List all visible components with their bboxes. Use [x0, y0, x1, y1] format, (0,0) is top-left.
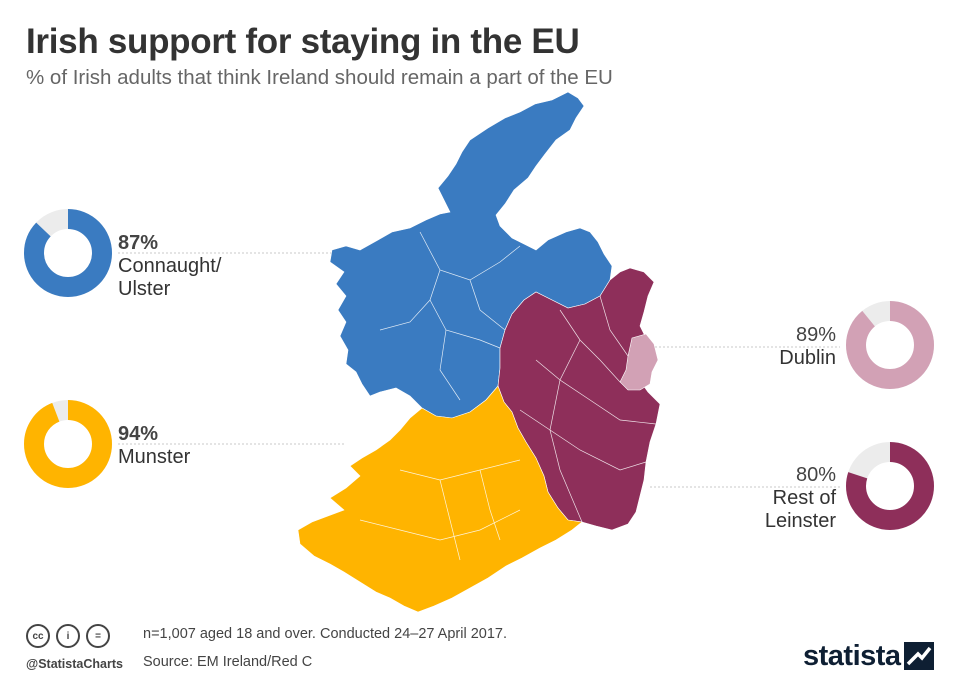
label-dublin: 89% Dublin — [779, 324, 836, 369]
value-connaught-ulster: 87% — [118, 232, 159, 254]
donut-connaught-ulster — [24, 209, 112, 297]
sample-note: n=1,007 aged 18 and over. Conducted 24–2… — [143, 626, 508, 642]
donut-rest-of-leinster — [846, 442, 934, 530]
statista-logo-icon — [904, 642, 934, 670]
chart-subtitle: % of Irish adults that think Ireland sho… — [26, 66, 613, 89]
leader-lines — [118, 252, 840, 488]
license-icons: cc i = — [26, 624, 110, 648]
donut-munster — [24, 400, 112, 488]
donut-arc-dublin — [846, 301, 934, 389]
cc-icon: cc — [26, 624, 50, 648]
chart-title: Irish support for staying in the EU — [26, 22, 580, 61]
county-borders — [359, 231, 657, 561]
label-connaught-ulster: 87% Connaught/ Ulster — [118, 232, 222, 300]
donut-dublin — [846, 301, 934, 389]
nd-icon: = — [86, 624, 110, 648]
by-icon: i — [56, 624, 80, 648]
region-dublin — [619, 333, 659, 391]
donut-arc-rest-of-leinster — [846, 442, 934, 530]
twitter-handle: @StatistaCharts — [26, 657, 123, 671]
donut-arc-munster — [24, 400, 112, 488]
value-munster: 94% — [118, 423, 159, 445]
label-rest-of-leinster: 80% Rest of Leinster — [764, 464, 836, 532]
statista-logo[interactable]: statista — [803, 640, 901, 672]
label-munster: 94% Munster — [118, 423, 191, 468]
source-note: Source: EM Ireland/Red C — [143, 654, 313, 670]
value-rest-of-leinster: 80% — [795, 464, 836, 486]
donut-arc-connaught-ulster — [24, 209, 112, 297]
region-munster — [297, 385, 583, 613]
value-dublin: 89% — [795, 324, 836, 346]
